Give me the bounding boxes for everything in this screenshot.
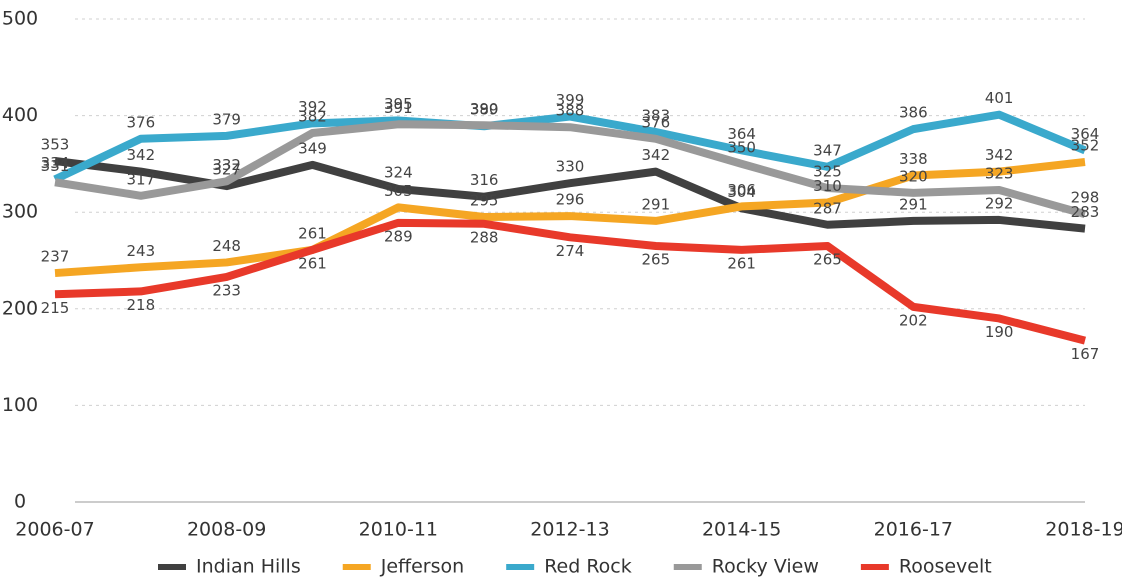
data-label: 392 (298, 98, 327, 116)
data-label: 332 (212, 156, 241, 174)
data-label: 289 (384, 227, 413, 245)
data-label: 261 (298, 254, 327, 272)
data-label: 291 (899, 195, 928, 213)
data-label: 320 (899, 167, 928, 185)
data-label: 233 (212, 281, 241, 299)
data-label: 350 (727, 138, 756, 156)
data-label: 334 (41, 154, 70, 172)
data-label: 261 (727, 254, 756, 272)
data-label: 353 (41, 136, 70, 154)
data-label: 382 (298, 107, 327, 125)
data-label: 310 (813, 177, 842, 195)
data-label: 342 (985, 146, 1014, 164)
data-label: 291 (642, 195, 671, 213)
legend-label: Red Rock (544, 556, 632, 578)
data-label: 265 (642, 251, 671, 269)
data-label: 342 (127, 146, 156, 164)
y-tick-label: 300 (2, 201, 38, 223)
data-label: 349 (298, 139, 327, 157)
data-label: 376 (642, 113, 671, 131)
data-label: 401 (985, 89, 1014, 107)
data-label: 304 (727, 183, 756, 201)
data-label: 324 (384, 164, 413, 182)
legend-label: Roosevelt (899, 556, 992, 578)
x-tick-label: 2010-11 (359, 519, 438, 541)
y-tick-label: 200 (2, 297, 38, 319)
data-label: 383 (642, 107, 671, 125)
data-label: 379 (212, 110, 241, 128)
data-label: 218 (127, 296, 156, 314)
x-tick-label: 2016-17 (874, 519, 953, 541)
series-line (54, 218, 1087, 345)
y-tick-label: 0 (14, 491, 26, 513)
data-label: 386 (899, 104, 928, 122)
data-label: 295 (470, 192, 499, 210)
legend-label: Jefferson (380, 556, 464, 578)
data-label: 298 (1071, 189, 1100, 207)
data-label: 190 (985, 323, 1014, 341)
x-tick-label: 2018-19 (1045, 519, 1122, 541)
data-label: 248 (212, 237, 241, 255)
data-label: 338 (899, 150, 928, 168)
data-label: 388 (556, 102, 585, 120)
data-label: 287 (813, 199, 842, 217)
data-label: 265 (813, 251, 842, 269)
x-tick-label: 2008-09 (187, 519, 266, 541)
data-label: 316 (470, 171, 499, 189)
legend-label: Rocky View (712, 556, 819, 578)
data-label: 202 (899, 311, 928, 329)
data-label: 305 (384, 182, 413, 200)
data-label: 330 (556, 158, 585, 176)
y-tick-label: 500 (2, 8, 38, 30)
data-label: 325 (813, 163, 842, 181)
data-label: 347 (813, 141, 842, 159)
data-label: 292 (985, 194, 1014, 212)
data-label: 390 (470, 100, 499, 118)
y-tick-label: 100 (2, 394, 38, 416)
series-line (53, 110, 1087, 183)
data-label: 243 (127, 242, 156, 260)
data-label: 215 (41, 299, 70, 317)
y-tick-label: 400 (2, 104, 38, 126)
data-label: 395 (384, 95, 413, 113)
series-line (54, 157, 1086, 233)
data-label: 323 (985, 164, 1014, 182)
data-label: 389 (470, 101, 499, 119)
x-tick-label: 2014-15 (702, 519, 781, 541)
data-label: 288 (470, 228, 499, 246)
data-label: 399 (556, 91, 585, 109)
data-label: 237 (41, 248, 70, 266)
data-label: 261 (298, 224, 327, 242)
data-label: 283 (1071, 203, 1100, 221)
series-line (54, 157, 1086, 278)
data-label: 352 (1071, 136, 1100, 154)
legend-label: Indian Hills (196, 556, 301, 578)
data-label: 331 (41, 157, 70, 175)
data-label: 167 (1071, 345, 1100, 363)
data-label: 364 (1071, 125, 1100, 143)
data-label: 364 (727, 125, 756, 143)
x-tick-label: 2012-13 (530, 519, 609, 541)
data-label: 274 (556, 242, 585, 260)
series-line (54, 120, 1087, 218)
data-label: 342 (642, 146, 671, 164)
x-tick-label: 2006-07 (15, 519, 94, 541)
data-label: 306 (727, 181, 756, 199)
data-label: 327 (212, 161, 241, 179)
data-label: 317 (127, 170, 156, 188)
data-label: 391 (384, 99, 413, 117)
data-label: 376 (127, 113, 156, 131)
data-label: 296 (556, 191, 585, 209)
